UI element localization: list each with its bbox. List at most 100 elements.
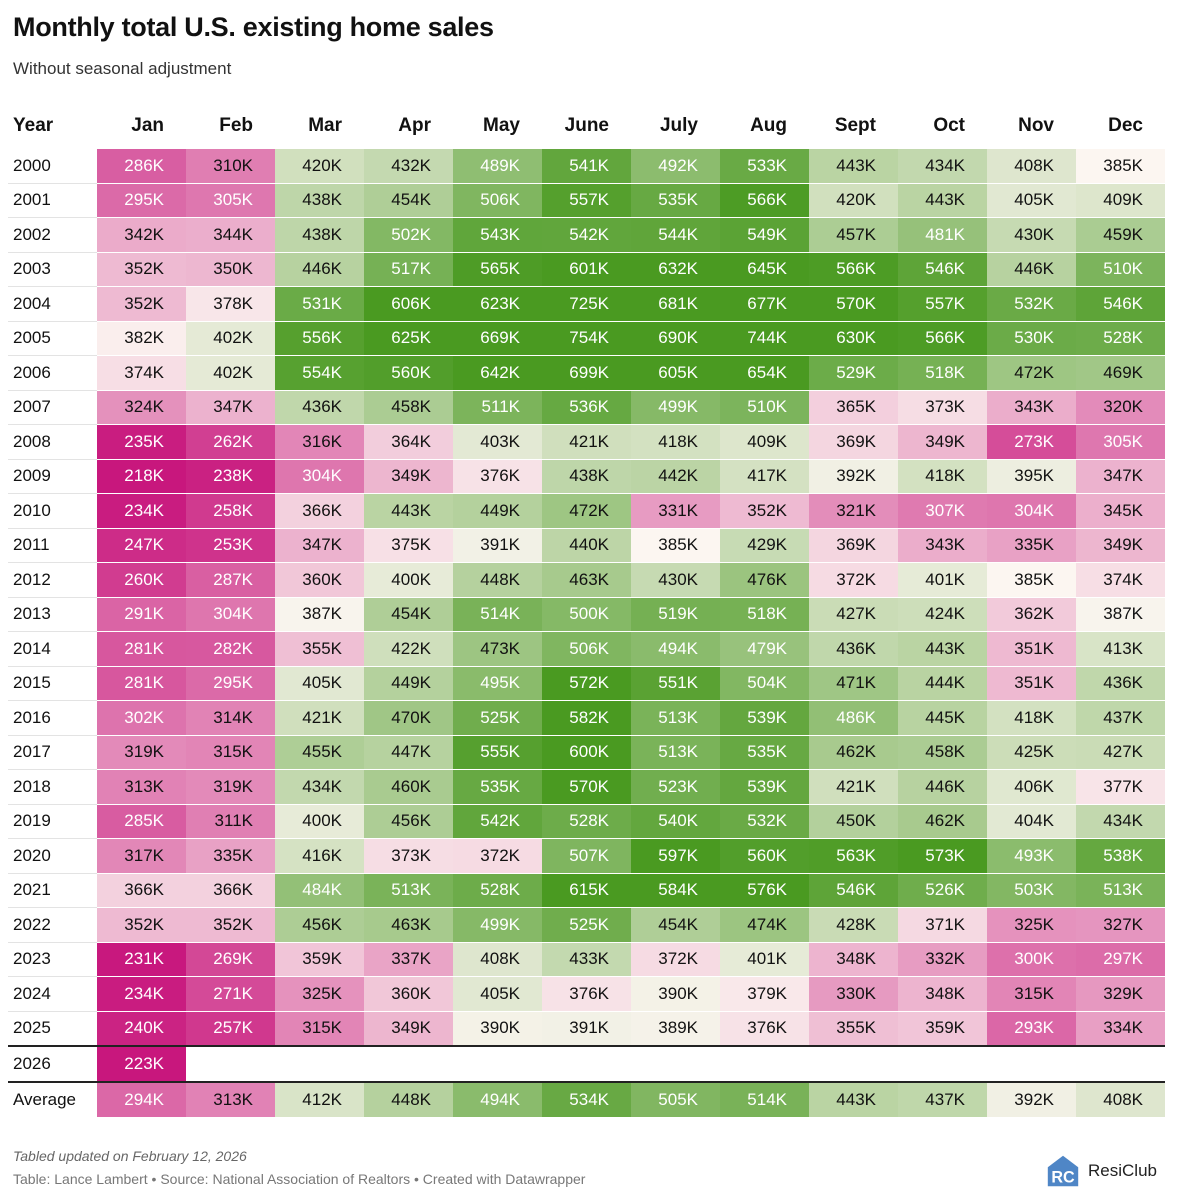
- heatmap-cell: 325K: [275, 976, 364, 1012]
- heatmap-cell: 471K: [809, 666, 898, 701]
- table-row: 2002 342K 344K 438K 502K 543K 542K 544K 549K 457K…: [8, 217, 1165, 253]
- heatmap-cell: 669K: [453, 321, 542, 356]
- heatmap-cell: 557K: [542, 183, 631, 218]
- heatmap-cell: 444K: [898, 666, 987, 701]
- heatmap-cell: 514K: [720, 1081, 809, 1118]
- heatmap-cell: 446K: [275, 252, 364, 287]
- heatmap-cell: 314K: [186, 700, 275, 736]
- heatmap-cell: 449K: [453, 493, 542, 529]
- heatmap-cell: 507K: [542, 838, 631, 874]
- heatmap-cell: 295K: [186, 666, 275, 701]
- heatmap-cell: 281K: [97, 666, 186, 701]
- heatmap-cell: 387K: [1076, 597, 1165, 632]
- row-label: 2006: [8, 355, 97, 391]
- heatmap-cell: 430K: [987, 217, 1076, 253]
- column-header-oct: Oct: [898, 106, 987, 149]
- heatmap-cell: 352K: [97, 252, 186, 287]
- column-header-sept: Sept: [809, 106, 898, 149]
- heatmap-cell: 352K: [720, 493, 809, 529]
- heatmap-cell: 392K: [809, 459, 898, 494]
- heatmap-cell: 408K: [453, 942, 542, 977]
- heatmap-cell: 413K: [1076, 631, 1165, 667]
- heatmap-cell: 371K: [898, 907, 987, 943]
- heatmap-cell: 305K: [1076, 424, 1165, 460]
- update-note: Tabled updated on February 12, 2026: [13, 1148, 247, 1164]
- heatmap-cell: 437K: [1076, 700, 1165, 736]
- chart-subtitle: Without seasonal adjustment: [13, 59, 232, 78]
- heatmap-cell: 366K: [97, 873, 186, 908]
- heatmap-cell: 476K: [720, 562, 809, 598]
- heatmap-cell: 408K: [987, 146, 1076, 184]
- heatmap-cell: 342K: [97, 217, 186, 253]
- heatmap-cell: 325K: [987, 907, 1076, 943]
- heatmap-cell: 412K: [275, 1081, 364, 1118]
- heatmap-cell: 401K: [720, 942, 809, 977]
- heatmap-cell: 438K: [275, 217, 364, 253]
- heatmap-cell: [1076, 1045, 1165, 1083]
- row-label: 2005: [8, 321, 97, 356]
- heatmap-cell: 360K: [364, 976, 453, 1012]
- heatmap-cell: 329K: [1076, 976, 1165, 1012]
- heatmap-cell: 355K: [809, 1011, 898, 1047]
- table-row: 2012 260K 287K 360K 400K 448K 463K 430K 476K 372K…: [8, 562, 1165, 598]
- heatmap-cell: 372K: [631, 942, 720, 977]
- heatmap-cell: 531K: [275, 286, 364, 322]
- heatmap-cell: 434K: [898, 146, 987, 184]
- row-label: 2007: [8, 390, 97, 425]
- table-row: 2006 374K 402K 554K 560K 642K 699K 605K 654K 529K…: [8, 355, 1165, 391]
- heatmap-cell: 337K: [364, 942, 453, 977]
- heatmap-cell: 345K: [1076, 493, 1165, 529]
- heatmap-cell: 572K: [542, 666, 631, 701]
- heatmap-cell: 535K: [720, 735, 809, 770]
- heatmap-cell: 231K: [97, 942, 186, 977]
- heatmap-cell: 392K: [987, 1081, 1076, 1118]
- heatmap-cell: 382K: [97, 321, 186, 356]
- heatmap-cell: 349K: [898, 424, 987, 460]
- heatmap-cell: 273K: [987, 424, 1076, 460]
- heatmap-cell: 376K: [720, 1011, 809, 1047]
- heatmap-cell: 459K: [1076, 217, 1165, 253]
- table-row: 2025 240K 257K 315K 349K 390K 391K 389K 376K 355K…: [8, 1011, 1165, 1047]
- heatmap-cell: 455K: [275, 735, 364, 770]
- heatmap-cell: 343K: [898, 528, 987, 563]
- table-row: 2017 319K 315K 455K 447K 555K 600K 513K 535K 462K…: [8, 735, 1165, 770]
- heatmap-cell: 400K: [364, 562, 453, 598]
- heatmap-cell: 364K: [364, 424, 453, 460]
- heatmap-cell: 525K: [542, 907, 631, 943]
- table-row-partial-year: 2026 223K: [8, 1045, 1165, 1083]
- table-row: 2020 317K 335K 416K 373K 372K 507K 597K 560K 563K…: [8, 838, 1165, 874]
- column-header-june: June: [542, 106, 631, 149]
- heatmap-cell: [720, 1045, 809, 1083]
- heatmap-cell: 262K: [186, 424, 275, 460]
- chart-title: Monthly total U.S. existing home sales: [13, 12, 494, 42]
- row-label: 2008: [8, 424, 97, 460]
- heatmap-cell: 294K: [97, 1081, 186, 1118]
- heatmap-cell: 434K: [275, 769, 364, 805]
- heatmap-cell: 506K: [453, 183, 542, 218]
- heatmap-cell: 544K: [631, 217, 720, 253]
- table-row: 2000 286K 310K 420K 432K 489K 541K 492K 533K 443K…: [8, 146, 1165, 184]
- heatmap-cell: 535K: [631, 183, 720, 218]
- heatmap-cell: 365K: [809, 390, 898, 425]
- heatmap-cell: 450K: [809, 804, 898, 839]
- heatmap-cell: 443K: [809, 146, 898, 184]
- heatmap-cell: [542, 1045, 631, 1083]
- heatmap-cell: 310K: [186, 146, 275, 184]
- heatmap-cell: 285K: [97, 804, 186, 839]
- heatmap-cell: [987, 1045, 1076, 1083]
- column-header-year: Year: [8, 106, 97, 149]
- heatmap-cell: 429K: [720, 528, 809, 563]
- table-row: 2018 313K 319K 434K 460K 535K 570K 523K 539K 421K…: [8, 769, 1165, 805]
- heatmap-cell: 541K: [542, 146, 631, 184]
- heatmap-cell: 529K: [809, 355, 898, 391]
- heatmap-cell: 421K: [809, 769, 898, 805]
- heatmap-cell: 494K: [453, 1081, 542, 1118]
- heatmap-cell: 448K: [364, 1081, 453, 1118]
- heatmap-cell: 454K: [364, 597, 453, 632]
- row-label: 2001: [8, 183, 97, 218]
- heatmap-cell: 295K: [97, 183, 186, 218]
- heatmap-cell: 347K: [275, 528, 364, 563]
- heatmap-cell: 725K: [542, 286, 631, 322]
- heatmap-cell: 418K: [898, 459, 987, 494]
- heatmap-cell: 424K: [898, 597, 987, 632]
